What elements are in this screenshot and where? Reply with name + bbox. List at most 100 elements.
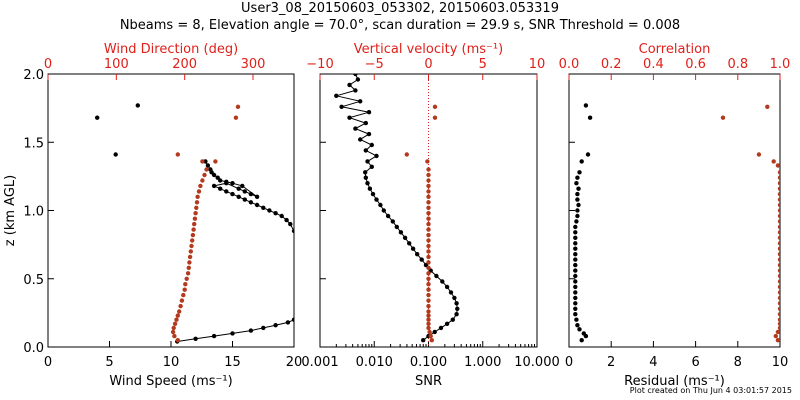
data-point bbox=[426, 325, 431, 331]
data-point bbox=[426, 205, 431, 210]
data-point bbox=[365, 181, 370, 186]
data-point bbox=[339, 104, 344, 110]
data-point bbox=[573, 306, 578, 311]
data-point bbox=[454, 301, 459, 306]
data-point bbox=[777, 197, 780, 202]
data-point bbox=[428, 333, 433, 339]
data-point bbox=[174, 317, 179, 322]
x2-tick-label: 1.0 bbox=[770, 57, 791, 72]
x-axis-label: Wind Speed (ms⁻¹) bbox=[109, 374, 232, 389]
data-point bbox=[426, 216, 431, 221]
data-point bbox=[242, 197, 247, 202]
data-point bbox=[777, 279, 780, 284]
data-point bbox=[366, 131, 372, 137]
data-point bbox=[284, 217, 289, 223]
data-point bbox=[777, 202, 780, 208]
x-tick-label: 2 bbox=[607, 355, 615, 370]
data-point bbox=[188, 249, 193, 254]
x-axis-label: Residual (ms⁻¹) bbox=[624, 374, 725, 389]
data-point bbox=[355, 77, 361, 82]
data-point bbox=[233, 115, 239, 120]
x2-tick-label: 300 bbox=[241, 57, 266, 72]
x2-axis-label: Vertical velocity (ms⁻¹) bbox=[354, 42, 503, 57]
x-tick-label: 20 bbox=[286, 355, 303, 370]
correlation-panel-series-0 bbox=[573, 103, 593, 343]
series-line bbox=[177, 161, 294, 342]
vertical-velocity-panel-series-0 bbox=[334, 74, 460, 343]
data-point bbox=[363, 120, 368, 126]
data-point bbox=[366, 110, 372, 115]
data-point bbox=[587, 115, 593, 120]
x-tick-label: 10 bbox=[772, 355, 789, 370]
data-point bbox=[777, 170, 780, 175]
data-point bbox=[195, 194, 200, 199]
x2-tick-label: 0.2 bbox=[601, 57, 622, 72]
data-point bbox=[254, 194, 260, 199]
vertical-velocity-panel-series-1 bbox=[404, 104, 438, 343]
data-point bbox=[573, 246, 578, 251]
data-point bbox=[426, 282, 431, 287]
x2-tick-label: 0.8 bbox=[727, 57, 748, 72]
x2-tick-label: −5 bbox=[365, 57, 384, 72]
data-point bbox=[425, 159, 430, 164]
data-point bbox=[577, 170, 582, 175]
y-tick-label: 2.0 bbox=[23, 68, 44, 83]
data-point bbox=[777, 235, 780, 240]
y-tick-label: 1.0 bbox=[23, 205, 44, 220]
data-point bbox=[353, 88, 358, 93]
data-point bbox=[365, 159, 370, 164]
data-point bbox=[777, 186, 780, 191]
y-tick-label: 0.5 bbox=[23, 273, 44, 288]
data-point bbox=[455, 306, 460, 311]
wind-panel-series-0 bbox=[175, 159, 294, 344]
data-point bbox=[427, 329, 432, 335]
data-point bbox=[777, 306, 780, 311]
data-point bbox=[777, 208, 780, 213]
data-point bbox=[190, 238, 195, 243]
data-point bbox=[367, 186, 373, 191]
data-point bbox=[394, 224, 399, 230]
data-point bbox=[444, 321, 450, 326]
data-point bbox=[254, 202, 260, 208]
data-point bbox=[236, 194, 241, 199]
data-point bbox=[426, 167, 431, 172]
data-point bbox=[181, 292, 186, 298]
data-point bbox=[224, 189, 229, 194]
data-point bbox=[573, 235, 578, 240]
data-point bbox=[205, 163, 211, 168]
wind-panel-series-1 bbox=[95, 103, 140, 157]
x2-tick-label: 0.0 bbox=[559, 57, 580, 72]
data-point bbox=[381, 208, 386, 213]
data-point bbox=[573, 273, 578, 279]
data-point bbox=[353, 74, 358, 77]
data-point bbox=[242, 189, 247, 194]
data-point bbox=[374, 197, 379, 202]
data-point bbox=[407, 241, 412, 246]
data-point bbox=[426, 276, 431, 281]
data-point bbox=[573, 230, 578, 235]
data-point bbox=[248, 328, 254, 333]
data-point bbox=[426, 249, 431, 254]
data-point bbox=[426, 183, 431, 189]
data-point bbox=[777, 295, 780, 301]
data-point bbox=[426, 317, 431, 322]
data-point bbox=[410, 246, 416, 251]
data-point bbox=[575, 208, 580, 213]
plot-created-footer: Plot created on Thu Jun 4 03:01:57 2015 bbox=[629, 386, 792, 395]
data-point bbox=[192, 216, 198, 221]
data-point bbox=[267, 208, 272, 213]
data-point bbox=[95, 115, 100, 120]
data-point bbox=[756, 152, 762, 157]
data-point bbox=[190, 232, 196, 238]
data-point bbox=[279, 213, 284, 219]
data-point bbox=[432, 329, 437, 335]
data-point bbox=[573, 284, 578, 290]
data-point bbox=[432, 104, 438, 110]
wind-panel-series-2 bbox=[170, 104, 241, 343]
data-point bbox=[581, 331, 586, 336]
data-point bbox=[172, 321, 178, 326]
data-point bbox=[334, 93, 339, 99]
data-point bbox=[773, 333, 778, 339]
data-point bbox=[378, 202, 383, 208]
